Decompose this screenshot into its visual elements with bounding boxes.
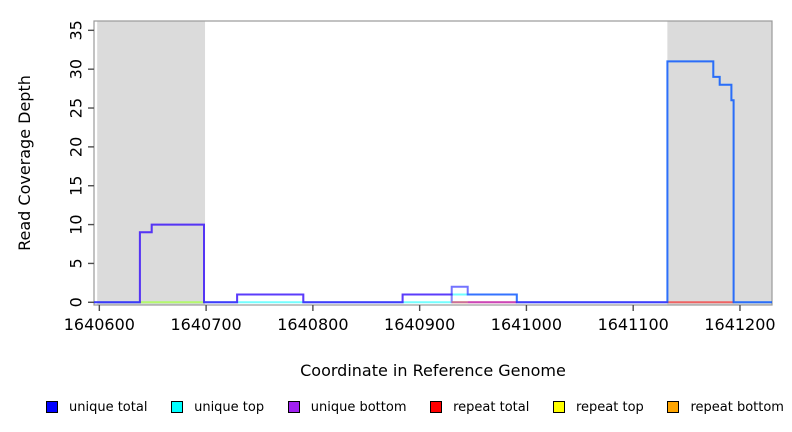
x-axis-tick-label: 1640800 [277, 315, 348, 334]
y-axis-tick-label: 10 [67, 214, 86, 234]
x-axis-tick-label: 1641100 [598, 315, 669, 334]
legend-item-repeat-total: repeat total [430, 400, 529, 415]
legend-swatch-icon [46, 401, 58, 413]
repeat-region-shading [97, 21, 206, 305]
y-axis-tick-label: 30 [67, 59, 86, 79]
x-axis-tick-label: 1640700 [170, 315, 241, 334]
series-line-unique-total [94, 60, 772, 304]
legend-swatch-icon [430, 401, 443, 413]
legend-item-repeat-top: repeat top [553, 400, 644, 415]
legend-label: repeat total [453, 399, 530, 415]
y-axis-tick-label: 5 [67, 258, 86, 268]
legend-label: repeat top [576, 399, 644, 415]
x-axis-tick-label: 1641200 [704, 315, 775, 334]
legend-item-unique-top: unique top [171, 400, 264, 415]
legend-swatch-icon [171, 401, 184, 413]
legend-item-repeat-bottom: repeat bottom [667, 400, 784, 415]
legend-label: unique total [69, 399, 148, 415]
x-axis-title: Coordinate in Reference Genome [300, 361, 566, 380]
repeat-region-shading [667, 21, 772, 305]
y-axis-tick-label: 0 [67, 297, 86, 307]
legend-swatch-icon [553, 401, 565, 413]
y-axis-title: Read Coverage Depth [15, 75, 34, 251]
y-axis-tick-label: 35 [67, 20, 86, 40]
legend-swatch-icon [667, 401, 680, 413]
y-axis-tick-label: 15 [67, 176, 86, 196]
y-axis-tick-label: 20 [67, 137, 86, 157]
legend-swatch-icon [287, 401, 300, 413]
legend-item-unique-bottom: unique bottom [287, 399, 407, 415]
x-axis-tick-label: 1640900 [384, 315, 455, 334]
y-axis-tick-label: 25 [67, 98, 86, 118]
x-axis-tick-label: 1641000 [491, 315, 562, 334]
x-axis-tick-label: 1640600 [64, 315, 135, 334]
legend: unique total unique top unique bottom repea… [46, 396, 784, 418]
legend-item-unique-total: unique total [46, 400, 147, 415]
legend-label: repeat bottom [690, 399, 784, 415]
legend-label: unique top [194, 399, 265, 415]
legend-label: unique bottom [310, 399, 407, 415]
plot-border [93, 20, 773, 306]
